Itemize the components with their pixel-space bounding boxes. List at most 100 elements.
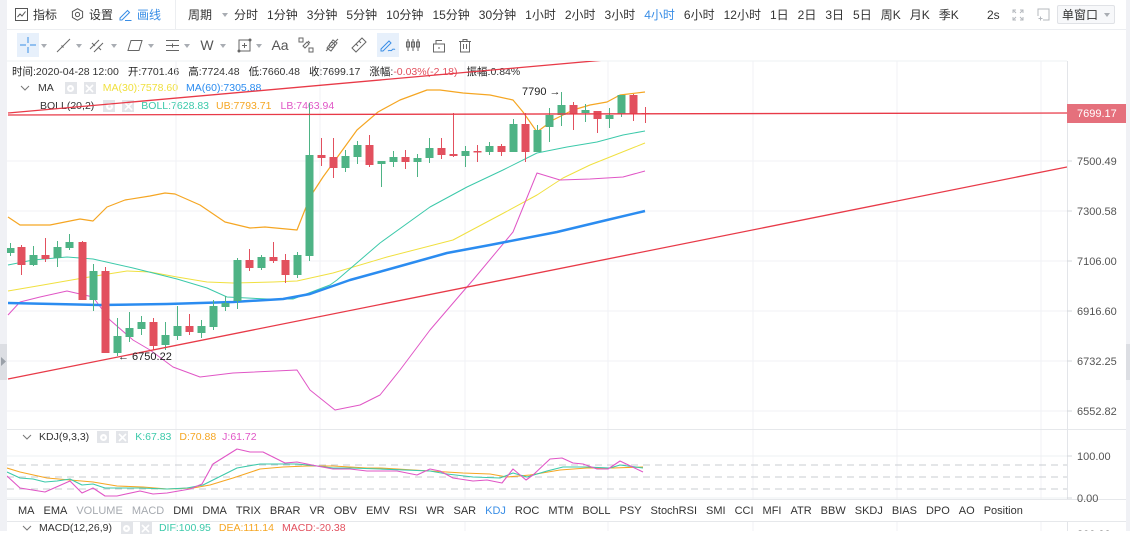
candle[interactable] xyxy=(413,154,422,177)
candle[interactable] xyxy=(461,146,470,167)
tool-magnet[interactable] xyxy=(296,33,316,57)
candle[interactable] xyxy=(221,296,230,311)
candle[interactable] xyxy=(437,138,446,159)
indicator-tab-brar[interactable]: BRAR xyxy=(269,504,301,517)
parallel-channel-caret-icon[interactable] xyxy=(111,44,117,48)
indicator-tab-kdj[interactable]: KDJ xyxy=(485,504,506,517)
indicator-tab-boll[interactable]: BOLL xyxy=(582,504,611,517)
period-option[interactable]: 1分钟 xyxy=(267,8,298,22)
drawing-button[interactable]: 画线 xyxy=(118,0,161,29)
period-option[interactable]: 2日 xyxy=(797,8,817,22)
candle[interactable] xyxy=(569,102,578,130)
tool-delete[interactable] xyxy=(455,33,475,57)
candle[interactable] xyxy=(581,104,590,122)
screenshot-button[interactable] xyxy=(1037,0,1050,29)
candle[interactable] xyxy=(629,94,638,121)
candle[interactable] xyxy=(521,113,530,162)
chevron-down-icon[interactable] xyxy=(22,434,32,440)
period-option[interactable]: 4小时 xyxy=(644,8,675,22)
candle[interactable] xyxy=(497,144,506,156)
candle[interactable] xyxy=(329,138,338,178)
candle[interactable] xyxy=(377,161,386,187)
period-option[interactable]: 10分钟 xyxy=(386,8,424,22)
candle[interactable] xyxy=(53,241,62,267)
tool-continuous-draw[interactable] xyxy=(377,33,399,57)
period-option[interactable]: 1小时 xyxy=(525,8,556,22)
indicator-tab-atr[interactable]: ATR xyxy=(790,504,812,517)
tool-lock[interactable] xyxy=(429,33,449,57)
indicator-tab-vr[interactable]: VR xyxy=(309,504,325,517)
period-option[interactable]: 月K xyxy=(909,8,930,22)
period-option[interactable]: 2小时 xyxy=(564,8,596,22)
window-mode-dropdown[interactable]: 单窗口 xyxy=(1057,5,1115,24)
candle[interactable] xyxy=(593,111,602,133)
wave-pattern-caret-icon[interactable] xyxy=(220,44,226,48)
indicator-tab-dpo[interactable]: DPO xyxy=(925,504,950,517)
period-option[interactable]: 分时 xyxy=(234,8,259,22)
indicator-tab-position[interactable]: Position xyxy=(983,504,1023,517)
candle[interactable] xyxy=(305,103,314,261)
candle[interactable] xyxy=(425,138,434,163)
candle[interactable] xyxy=(341,150,350,172)
tool-ruler[interactable] xyxy=(349,33,369,57)
kdj-settings-button[interactable] xyxy=(97,431,110,443)
period-option[interactable]: 30分钟 xyxy=(478,8,517,22)
candle[interactable] xyxy=(7,243,15,256)
indicator-tab-volume[interactable]: VOLUME xyxy=(76,504,123,517)
candle[interactable] xyxy=(293,252,302,278)
indicator-tab-ema[interactable]: EMA xyxy=(43,504,68,517)
candle[interactable] xyxy=(209,300,218,330)
tool-hide-indicators[interactable] xyxy=(403,33,423,57)
period-dropdown[interactable]: 周期 xyxy=(188,0,229,29)
indicators-button[interactable]: 指标 xyxy=(15,0,57,29)
candle[interactable] xyxy=(101,267,110,353)
tool-rectangle[interactable] xyxy=(126,33,144,57)
candle[interactable] xyxy=(557,92,566,126)
tool-crosshair[interactable] xyxy=(17,33,39,57)
scrollbar-thumb[interactable] xyxy=(1126,344,1130,380)
candle[interactable] xyxy=(449,113,458,157)
period-option[interactable]: 3小时 xyxy=(604,8,636,22)
settings-button[interactable]: 设置 xyxy=(71,0,113,29)
period-option[interactable]: 1日 xyxy=(769,8,789,22)
candle[interactable] xyxy=(197,320,206,338)
candle[interactable] xyxy=(65,234,74,250)
tool-fibonacci[interactable] xyxy=(163,33,181,57)
rectangle-caret-icon[interactable] xyxy=(148,44,154,48)
chevron-down-icon[interactable] xyxy=(22,525,32,531)
candle[interactable] xyxy=(533,125,542,152)
ma-settings-button[interactable] xyxy=(64,82,77,94)
candle[interactable] xyxy=(365,135,374,167)
candle[interactable] xyxy=(173,306,182,340)
candle[interactable] xyxy=(113,318,122,356)
candle[interactable] xyxy=(401,150,410,169)
period-option[interactable]: 5分钟 xyxy=(346,8,378,22)
indicator-tab-ao[interactable]: AO xyxy=(958,504,975,517)
right-scrollbar[interactable] xyxy=(1126,0,1130,531)
candle[interactable] xyxy=(545,108,554,142)
period-option[interactable]: 周K xyxy=(880,8,901,22)
period-option[interactable]: 季K xyxy=(938,8,959,22)
indicator-tab-obv[interactable]: OBV xyxy=(333,504,357,517)
candle[interactable] xyxy=(485,142,494,155)
kdj-close-button[interactable] xyxy=(116,431,129,443)
candle[interactable] xyxy=(29,246,38,266)
chevron-down-icon[interactable] xyxy=(20,85,30,91)
candle[interactable] xyxy=(257,255,266,270)
candle[interactable] xyxy=(509,119,518,152)
indicator-tab-ma[interactable]: MA xyxy=(18,504,35,517)
indicator-tab-dma[interactable]: DMA xyxy=(202,504,227,517)
indicator-tab-trix[interactable]: TRIX xyxy=(235,504,261,517)
period-option[interactable]: 3分钟 xyxy=(306,8,338,22)
crosshair-caret-icon[interactable] xyxy=(41,44,47,48)
indicator-tab-rsi[interactable]: RSI xyxy=(398,504,418,517)
tool-parallel-channel[interactable] xyxy=(87,33,105,57)
candle[interactable] xyxy=(149,318,158,350)
indicator-tab-mtm[interactable]: MTM xyxy=(548,504,574,517)
candle[interactable] xyxy=(185,314,194,335)
candle[interactable] xyxy=(233,258,242,309)
indicator-tab-psy[interactable]: PSY xyxy=(619,504,642,517)
indicator-tab-bias[interactable]: BIAS xyxy=(891,504,917,517)
indicator-tab-wr[interactable]: WR xyxy=(426,504,445,517)
indicator-tab-bbw[interactable]: BBW xyxy=(820,504,846,517)
